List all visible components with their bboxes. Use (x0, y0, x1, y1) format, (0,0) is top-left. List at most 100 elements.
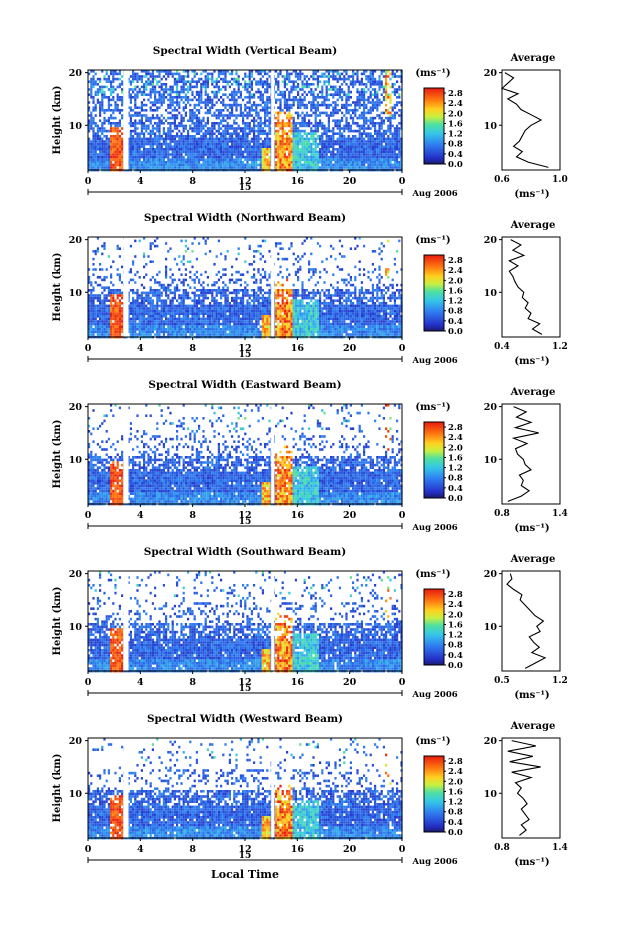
heatmap-cell (176, 96, 179, 99)
heatmap-cell (356, 150, 359, 154)
heatmap-cell (116, 289, 119, 292)
heatmap-cell (140, 294, 143, 297)
heatmap-cell (140, 129, 143, 133)
heatmap-cell (169, 322, 172, 326)
heatmap-cell (178, 145, 181, 148)
heatmap-cell (385, 75, 388, 78)
heatmap-cell (103, 325, 106, 328)
heatmap-cell (182, 307, 185, 310)
heatmap-cell (118, 155, 121, 159)
heatmap-cell (343, 75, 346, 78)
heatmap-cell (187, 283, 190, 287)
heatmap-cell (154, 77, 157, 81)
heatmap-cell (138, 135, 141, 138)
heatmap-cell (92, 145, 95, 148)
heatmap-cell (99, 317, 102, 321)
heatmap-cell (343, 135, 346, 138)
heatmap-cell (239, 111, 242, 115)
heatmap-cell (180, 124, 183, 128)
heatmap-cell (378, 127, 381, 130)
heatmap-cell (187, 72, 190, 76)
heatmap-cell (226, 96, 229, 99)
heatmap-cell (167, 127, 170, 130)
heatmap-cell (345, 103, 348, 107)
heatmap-cell (156, 299, 159, 302)
heatmap-cell (138, 142, 141, 146)
heatmap-cell (341, 98, 344, 102)
heatmap-cell (173, 119, 176, 122)
heatmap-cell (242, 127, 245, 130)
heatmap-cell (195, 103, 198, 107)
heatmap-cell (145, 93, 148, 96)
heatmap-cell (204, 132, 207, 135)
heatmap-cell (92, 116, 95, 120)
heatmap-cell (156, 101, 159, 104)
heatmap-cell (187, 101, 190, 104)
heatmap-cell (145, 166, 148, 169)
heatmap-cell (167, 103, 170, 107)
heatmap-cell (301, 116, 304, 120)
heatmap-cell (376, 158, 379, 161)
heatmap-cell (191, 90, 194, 94)
heatmap-cell (178, 148, 181, 151)
heatmap-cell (393, 150, 396, 154)
heatmap-cell (145, 137, 148, 141)
heatmap-cell (112, 111, 115, 115)
heatmap-cell (176, 85, 179, 89)
heatmap-cell (143, 302, 146, 305)
heatmap-cell (283, 80, 286, 83)
heatmap-cell (180, 85, 183, 89)
heatmap-cell (151, 80, 154, 83)
heatmap-cell (202, 124, 205, 128)
heatmap-cell (162, 328, 165, 331)
heatmap-cell (202, 150, 205, 154)
heatmap-cell (382, 155, 385, 159)
heatmap-cell (277, 122, 280, 125)
heatmap-cell (156, 153, 159, 156)
heatmap-cell (176, 148, 179, 151)
heatmap-cell (145, 312, 148, 315)
heatmap-cell (275, 155, 278, 159)
heatmap-cell (202, 142, 205, 146)
heatmap-cell (154, 304, 157, 308)
heatmap-cell (323, 163, 326, 167)
heatmap-cell (264, 116, 267, 120)
heatmap-cell (167, 75, 170, 78)
heatmap-cell (151, 328, 154, 331)
heatmap-cell (323, 145, 326, 148)
heatmap-cell (396, 103, 399, 107)
heatmap-cell (171, 317, 174, 321)
heatmap-cell (374, 150, 377, 154)
heatmap-cell (239, 148, 242, 151)
heatmap-cell (248, 124, 251, 128)
heatmap-cell (323, 103, 326, 107)
heatmap-cell (116, 137, 119, 141)
heatmap-cell (145, 114, 148, 117)
heatmap-cell (94, 250, 97, 253)
heatmap-cell (292, 161, 295, 164)
heatmap-cell (292, 158, 295, 161)
heatmap-cell (261, 106, 264, 109)
heatmap-cell (178, 93, 181, 96)
heatmap-cell (107, 103, 110, 107)
heatmap-cell (382, 158, 385, 161)
heatmap-cell (182, 83, 185, 86)
heatmap-cell (325, 114, 328, 117)
heatmap-cell (121, 145, 124, 148)
heatmap-cell (303, 119, 306, 122)
heatmap-cell (226, 145, 229, 148)
heatmap-cell (369, 119, 372, 122)
heatmap-cell (182, 148, 185, 151)
heatmap-cell (325, 127, 328, 130)
heatmap-cell (279, 103, 282, 107)
heatmap-cell (129, 307, 132, 310)
heatmap-cell (387, 153, 390, 156)
heatmap-cell (277, 116, 280, 120)
heatmap-cell (160, 142, 163, 146)
heatmap-cell (367, 153, 370, 156)
heatmap-cell (112, 304, 115, 308)
heatmap-cell (217, 163, 220, 167)
heatmap-cell (261, 163, 264, 167)
heatmap-cell (110, 294, 113, 297)
heatmap-cell (268, 142, 271, 146)
